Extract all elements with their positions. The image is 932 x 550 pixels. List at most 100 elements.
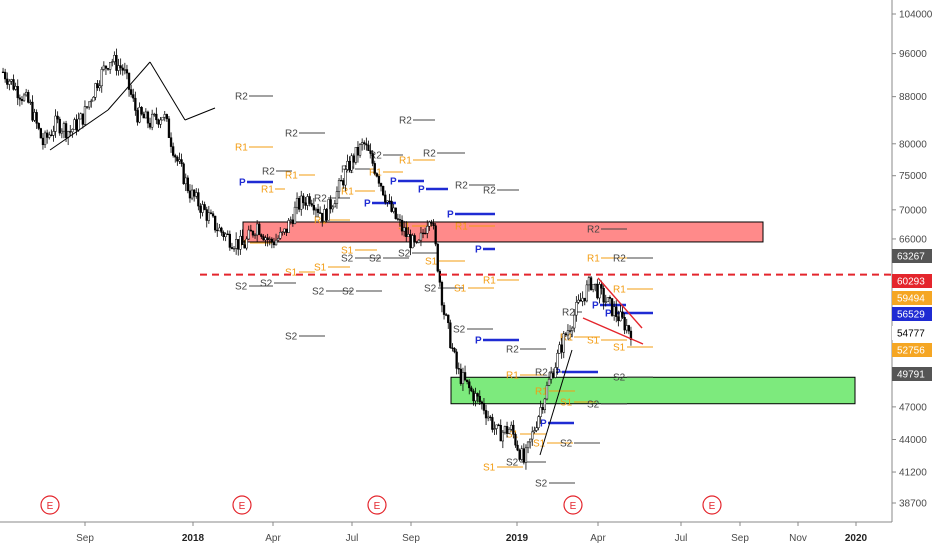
- candle-body: [216, 229, 219, 232]
- candle-body: [29, 101, 32, 104]
- candle-body: [478, 395, 481, 403]
- candle-body: [314, 208, 318, 211]
- earnings-marker-label: E: [570, 501, 577, 512]
- price-badge: [892, 307, 932, 321]
- candle-body: [264, 237, 267, 241]
- candle-body: [409, 234, 412, 249]
- pivot-label: P: [239, 178, 246, 189]
- candle-body: [121, 67, 124, 71]
- candle-body: [604, 301, 607, 303]
- candle-body: [18, 97, 22, 100]
- pivot-label: R1: [399, 156, 412, 167]
- pivot-label: P: [475, 336, 482, 347]
- price-tick-label: 75000: [899, 171, 927, 182]
- candle-body: [235, 239, 238, 249]
- candle-body: [111, 61, 114, 63]
- pivot-label: R2: [235, 92, 248, 103]
- trendlines-layer: [49, 61, 644, 456]
- candle-body: [182, 163, 185, 185]
- candle-body: [522, 448, 526, 463]
- pivot-label: S2: [453, 325, 466, 336]
- candle-body: [1, 71, 5, 74]
- pivot-label: R1: [560, 333, 573, 344]
- candle-body: [41, 137, 45, 146]
- pivot-label: S2: [285, 332, 298, 343]
- candle-body: [352, 155, 355, 163]
- candle-body: [172, 146, 175, 156]
- pivot-label: S1: [506, 430, 519, 441]
- candle-body: [85, 106, 89, 108]
- candle-body: [163, 114, 166, 118]
- resistance-zone: [242, 221, 764, 243]
- candle-body: [369, 150, 372, 154]
- candle-body: [142, 113, 145, 119]
- candle-body: [472, 390, 475, 402]
- pivot-label: R1: [506, 371, 519, 382]
- time-tick-label: Sep: [402, 533, 420, 544]
- candle-body: [493, 428, 496, 430]
- candle-body: [474, 393, 477, 402]
- candle-body: [508, 429, 511, 434]
- candle-body: [497, 424, 500, 426]
- pivot-label: S2: [587, 400, 600, 411]
- candle-body: [545, 385, 549, 400]
- candle-body: [371, 153, 374, 164]
- candle-body: [151, 113, 154, 128]
- candle-body: [556, 352, 559, 368]
- candle-body: [577, 299, 580, 303]
- price-tick-label: 38700: [899, 499, 927, 510]
- pivot-label: P: [364, 199, 371, 210]
- candle-body: [190, 189, 194, 199]
- candle-body: [583, 297, 586, 302]
- candle-body: [627, 325, 631, 332]
- candle-body: [304, 202, 307, 206]
- pivot-label: R2: [399, 116, 412, 127]
- candle-body: [543, 398, 547, 410]
- pivot-label: R1: [261, 185, 274, 196]
- candle-body: [232, 248, 236, 250]
- candle-body: [440, 282, 444, 306]
- candle-body: [518, 449, 521, 460]
- candle-body: [310, 203, 313, 206]
- candle-body: [587, 277, 591, 286]
- trendline: [107, 61, 151, 111]
- pivot-label: S1: [341, 246, 354, 257]
- candle-body: [174, 155, 177, 158]
- price-tick-label: 47000: [899, 402, 927, 413]
- candle-body: [77, 118, 80, 131]
- candle-body: [625, 325, 628, 331]
- price-tick-label: 104000: [899, 10, 932, 21]
- pivot-label: S2: [235, 282, 248, 293]
- candle-body: [117, 65, 120, 71]
- candle-body: [501, 431, 505, 442]
- candle-body: [505, 426, 509, 434]
- candle-body: [344, 169, 347, 186]
- candle-body: [602, 288, 605, 303]
- candle-body: [239, 235, 242, 250]
- candle-body: [476, 393, 479, 397]
- candle-body: [295, 197, 299, 208]
- candle-body: [325, 209, 328, 221]
- candle-body: [598, 284, 601, 299]
- candle-body: [348, 160, 351, 171]
- candle-body: [566, 330, 570, 336]
- price-badge-label: 54777: [897, 329, 925, 340]
- candle-body: [533, 430, 536, 433]
- trendline: [149, 61, 186, 121]
- pivot-label: S2: [341, 254, 354, 265]
- candle-body: [610, 298, 614, 316]
- candle-body: [579, 299, 582, 302]
- candle-body: [426, 225, 429, 234]
- candle-body: [421, 232, 425, 235]
- candle-body: [188, 190, 192, 199]
- candle-body: [550, 372, 553, 380]
- candle-body: [470, 387, 473, 392]
- pivot-label: R1: [535, 387, 548, 398]
- candle-body: [195, 192, 198, 197]
- candle-body: [562, 333, 565, 353]
- candle-body: [520, 448, 523, 460]
- candle-body: [489, 416, 492, 419]
- candle-body: [499, 424, 502, 442]
- candle-body: [186, 177, 189, 192]
